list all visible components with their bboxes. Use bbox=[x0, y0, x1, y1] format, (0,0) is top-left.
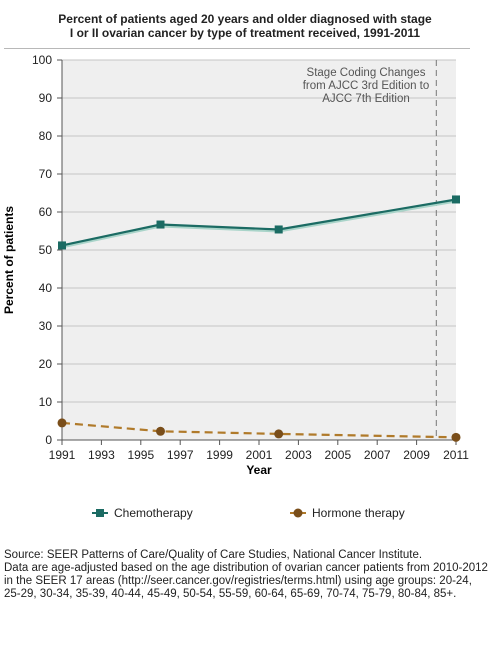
x-tick-label: 2001 bbox=[246, 448, 273, 462]
x-tick-label: 1991 bbox=[49, 448, 76, 462]
series-line-hormone-therapy bbox=[61, 421, 457, 439]
x-tick-label: 2011 bbox=[443, 448, 469, 462]
x-tick-label: 1993 bbox=[88, 448, 115, 462]
data-point-hormone-therapy bbox=[156, 426, 165, 436]
data-point-chemotherapy bbox=[58, 241, 66, 250]
y-tick-label: 40 bbox=[39, 281, 53, 295]
y-tick-label: 0 bbox=[45, 433, 52, 447]
annotation-text-line: AJCC 7th Edition bbox=[322, 93, 410, 105]
data-point-chemotherapy bbox=[452, 195, 460, 204]
y-tick-label: 30 bbox=[39, 319, 53, 333]
y-tick-label: 80 bbox=[39, 129, 53, 143]
circle-marker-icon bbox=[290, 508, 306, 518]
y-tick-label: 70 bbox=[39, 167, 53, 181]
y-tick-label: 10 bbox=[39, 395, 53, 409]
data-series bbox=[57, 195, 461, 442]
data-point-hormone-therapy bbox=[57, 418, 67, 428]
y-tick-label: 90 bbox=[39, 91, 53, 105]
legend-label-hormone-therapy: Hormone therapy bbox=[312, 506, 405, 520]
annotation-text-line: Stage Coding Changes bbox=[307, 67, 426, 79]
x-tick-label: 2007 bbox=[364, 448, 391, 462]
series-line-shadow bbox=[61, 200, 457, 249]
source-note: Source: SEER Patterns of Care/Quality of… bbox=[4, 549, 488, 601]
x-tick-label: 1995 bbox=[127, 448, 154, 462]
chart-title-line-2: I or II ovarian cancer by type of treatm… bbox=[69, 26, 421, 40]
line-chart: 0 10 20 30 40 50 60 70 80 90 100 1991 1993 1995 1997 19… bbox=[2, 53, 469, 477]
chart-title-line-1: Percent of patients aged 20 years and ol… bbox=[58, 12, 432, 26]
x-tick-label: 2009 bbox=[403, 448, 430, 462]
annotation-text-line: from AJCC 3rd Edition to bbox=[303, 80, 430, 92]
source-line-2: Data are age-adjusted based on the age d… bbox=[4, 562, 488, 600]
legend-label-chemotherapy: Chemotherapy bbox=[114, 506, 193, 520]
tick-labels: 0 10 20 30 40 50 60 70 80 90 100 1991 1993 1995 1997 19… bbox=[32, 53, 469, 462]
data-point-hormone-therapy bbox=[274, 429, 284, 439]
square-marker-icon bbox=[92, 509, 108, 517]
x-axis-label: Year bbox=[246, 463, 272, 477]
y-axis-label: Percent of patients bbox=[2, 206, 16, 314]
series-line-chemotherapy bbox=[61, 198, 457, 247]
x-tick-label: 1997 bbox=[167, 448, 194, 462]
data-point-chemotherapy bbox=[274, 225, 283, 234]
y-tick-label: 60 bbox=[39, 205, 53, 219]
data-point-chemotherapy bbox=[156, 220, 165, 229]
x-tick-label: 2005 bbox=[324, 448, 351, 462]
title-divider bbox=[4, 48, 470, 49]
source-line-1: Source: SEER Patterns of Care/Quality of… bbox=[4, 549, 423, 561]
x-tick-label: 1999 bbox=[206, 448, 233, 462]
y-tick-label: 20 bbox=[39, 357, 53, 371]
y-tick-label: 50 bbox=[39, 243, 53, 257]
x-tick-label: 2003 bbox=[285, 448, 312, 462]
legend-item-hormone-therapy: Hormone therapy bbox=[290, 506, 405, 520]
chart-title: Percent of patients aged 20 years and ol… bbox=[30, 12, 460, 40]
data-point-hormone-therapy bbox=[451, 432, 461, 442]
y-tick-label: 100 bbox=[32, 53, 52, 67]
legend-item-chemotherapy: Chemotherapy bbox=[92, 506, 193, 520]
